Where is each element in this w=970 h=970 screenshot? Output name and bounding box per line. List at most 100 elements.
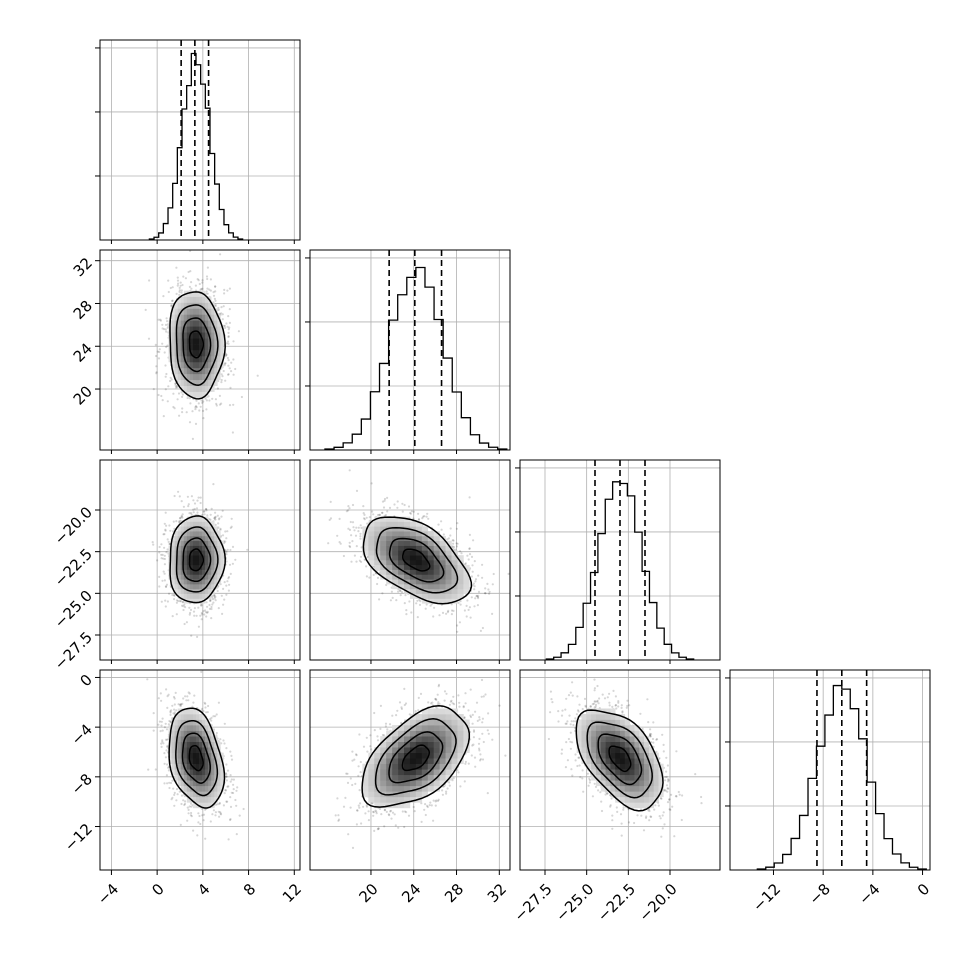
density-cell <box>186 361 191 369</box>
density-cell <box>183 302 188 309</box>
density-cell <box>192 540 197 546</box>
density-cell <box>189 338 194 345</box>
scatter-point <box>225 537 228 540</box>
scatter-point <box>201 281 204 284</box>
density-cell <box>189 550 194 556</box>
density-cell <box>202 579 206 585</box>
scatter-point <box>163 533 166 536</box>
scatter-point <box>171 299 174 302</box>
density-cell <box>180 545 185 551</box>
scatter-point <box>175 613 178 616</box>
density-cell <box>199 584 203 590</box>
scatter-point <box>355 489 359 492</box>
scatter-point <box>232 373 235 376</box>
scatter-point <box>226 530 229 533</box>
scatter-point <box>159 319 162 322</box>
density-cell <box>211 385 215 392</box>
scatter-point <box>224 549 227 552</box>
scatter-point <box>183 244 185 246</box>
density-cell <box>208 302 212 309</box>
density-cell <box>202 560 206 566</box>
scatter-point <box>423 515 426 518</box>
density-cell <box>192 550 197 556</box>
density-cell <box>199 379 203 387</box>
scatter-point <box>456 522 459 525</box>
density-cell <box>180 344 185 351</box>
density-cell <box>214 350 218 357</box>
density-cell <box>202 314 206 321</box>
density-cell <box>220 332 224 339</box>
density-cell <box>199 391 203 398</box>
scatter-point <box>408 600 411 603</box>
density-cell <box>177 593 182 599</box>
scatter-point <box>227 373 230 376</box>
scatter-point <box>193 502 197 505</box>
scatter-point <box>157 357 161 360</box>
density-cell <box>174 308 179 315</box>
contour-line <box>175 304 219 386</box>
scatter-point <box>450 613 453 616</box>
density-cell <box>186 588 191 595</box>
panel-frame <box>99 459 301 661</box>
scatter-point <box>359 532 362 535</box>
density-cell <box>211 579 215 585</box>
scatter-point <box>217 379 220 383</box>
scatter-point <box>231 545 235 549</box>
density-cell <box>183 379 188 387</box>
density-cell <box>217 326 221 333</box>
scatter-point <box>403 503 406 507</box>
density-cell <box>171 579 175 585</box>
scatter-point <box>381 511 384 514</box>
scatter-point <box>396 500 399 503</box>
density-cell <box>202 535 206 542</box>
density-cell <box>186 385 191 392</box>
density-cell <box>202 308 206 315</box>
density-cell <box>189 385 194 392</box>
scatter-point <box>339 542 342 545</box>
scatter-point <box>190 634 193 637</box>
density-cell <box>180 593 185 599</box>
scatter-point <box>163 579 166 582</box>
scatter-point <box>162 415 165 418</box>
scatter-point <box>200 604 203 607</box>
scatter-point <box>193 607 196 610</box>
density-cell <box>211 373 215 381</box>
scatter-point <box>212 601 215 604</box>
scatter-point <box>166 538 169 541</box>
scatter-point <box>440 528 443 531</box>
density-cell <box>205 550 209 556</box>
density-cell <box>171 314 175 321</box>
scatter-point <box>357 526 360 529</box>
scatter-point <box>178 289 181 292</box>
scatter-point <box>225 353 228 356</box>
scatter-point <box>357 530 360 533</box>
scatter-point <box>230 525 233 528</box>
scatter-point <box>197 279 200 282</box>
scatter-point <box>219 253 222 256</box>
scatter-point <box>348 541 351 544</box>
scatter-point <box>452 546 456 549</box>
scatter-point <box>472 582 475 585</box>
density-cell <box>177 526 182 532</box>
density-cell <box>205 385 209 392</box>
scatter-point <box>208 517 211 521</box>
scatter-point <box>474 578 478 581</box>
density-cell <box>202 344 206 351</box>
scatter-point <box>359 555 363 558</box>
scatter-point <box>188 421 192 424</box>
scatter-point <box>359 537 362 540</box>
scatter-point <box>165 345 168 349</box>
scatter-point <box>473 585 476 588</box>
density-cell <box>171 326 175 333</box>
density-cell <box>202 588 206 595</box>
scatter-point <box>194 284 197 287</box>
scatter-point <box>157 318 160 321</box>
scatter-point <box>349 520 352 524</box>
density-cell <box>211 367 215 375</box>
scatter-point <box>449 534 452 537</box>
scatter-point <box>455 545 459 548</box>
scatter-point <box>226 340 230 343</box>
scatter-point <box>227 373 230 376</box>
scatter-point <box>477 597 480 600</box>
scatter-point <box>178 414 181 417</box>
